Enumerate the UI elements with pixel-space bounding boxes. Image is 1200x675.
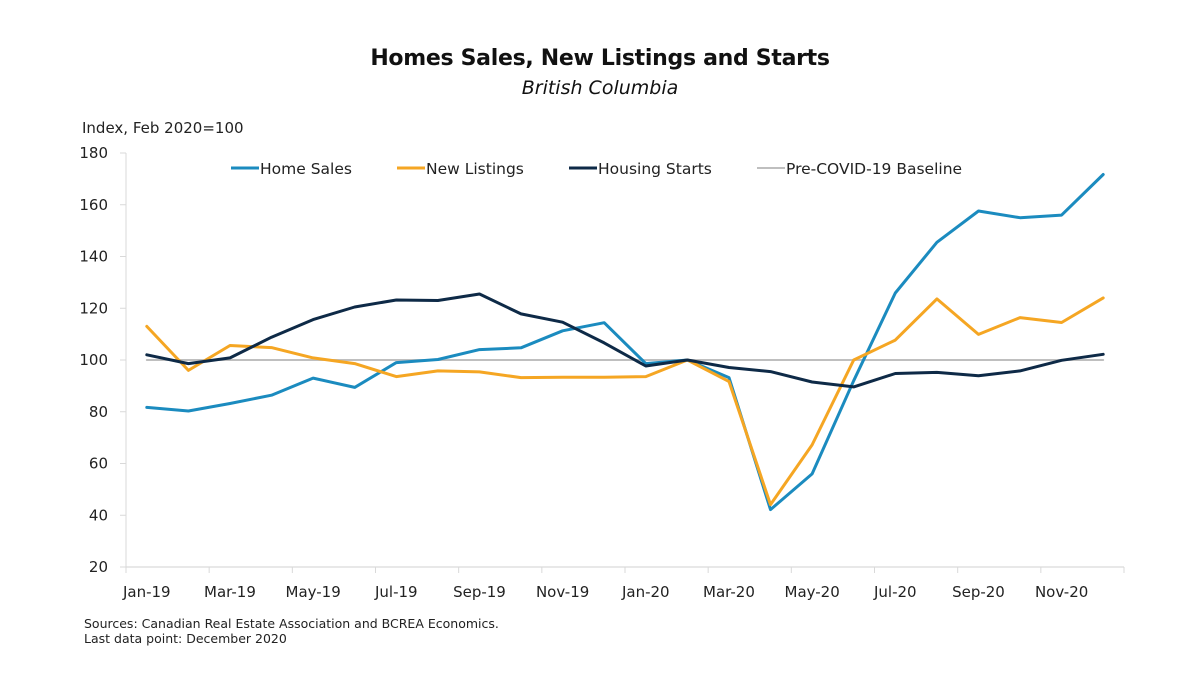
legend-label: Home Sales	[260, 160, 352, 178]
x-tick-label: Jul-19	[374, 583, 418, 601]
x-tick-label: Nov-20	[1035, 583, 1088, 601]
series-line-new-listings	[145, 296, 1105, 507]
legend-item: Housing Starts	[569, 160, 712, 178]
y-tick-label: 80	[89, 403, 108, 421]
x-tick-label: Jan-20	[621, 583, 670, 601]
series-line-home-sales	[145, 173, 1105, 512]
series-line-housing-starts	[145, 292, 1105, 389]
y-tick-label: 140	[79, 248, 108, 266]
legend-item: Pre-COVID-19 Baseline	[757, 160, 962, 178]
legend-item: Home Sales	[231, 160, 352, 178]
legend-label: Housing Starts	[598, 160, 712, 178]
axes: 20 40 60 80 100 120 140 160 180 Jan-19 Mar-19 May-1…	[79, 144, 1125, 601]
legend-item: New Listings	[397, 160, 524, 178]
y-tick-label: 100	[79, 351, 108, 369]
x-tick-label: Jul-20	[873, 583, 917, 601]
y-tick-label: 40	[89, 506, 108, 524]
sources-note: Sources: Canadian Real Estate Associatio…	[84, 616, 499, 631]
series-lines	[145, 173, 1105, 512]
last-data-point-note: Last data point: December 2020	[84, 631, 287, 646]
x-tick-label: May-20	[785, 583, 840, 601]
x-tick-label: Sep-19	[453, 583, 506, 601]
x-tick-label: Mar-19	[204, 583, 256, 601]
x-tick-label: Nov-19	[536, 583, 589, 601]
y-tick-label: 60	[89, 455, 108, 473]
y-tick-label: 180	[79, 144, 108, 162]
chart-footer: Sources: Canadian Real Estate Associatio…	[84, 616, 499, 646]
legend-label: Pre-COVID-19 Baseline	[786, 160, 962, 178]
chart-subtitle: British Columbia	[521, 77, 679, 99]
x-tick-label: Jan-19	[122, 583, 171, 601]
legend: Home Sales New Listings Housing Starts Pre-…	[231, 160, 962, 178]
y-axis-label: Index, Feb 2020=100	[82, 119, 244, 137]
x-tick-label: May-19	[286, 583, 341, 601]
legend-label: New Listings	[426, 160, 524, 178]
x-tick-label: Mar-20	[703, 583, 755, 601]
y-tick-label: 120	[79, 299, 108, 317]
y-tick-label: 160	[79, 196, 108, 214]
chart-title: Homes Sales, New Listings and Starts	[370, 46, 830, 71]
y-tick-label: 20	[89, 558, 108, 576]
x-tick-label: Sep-20	[952, 583, 1005, 601]
